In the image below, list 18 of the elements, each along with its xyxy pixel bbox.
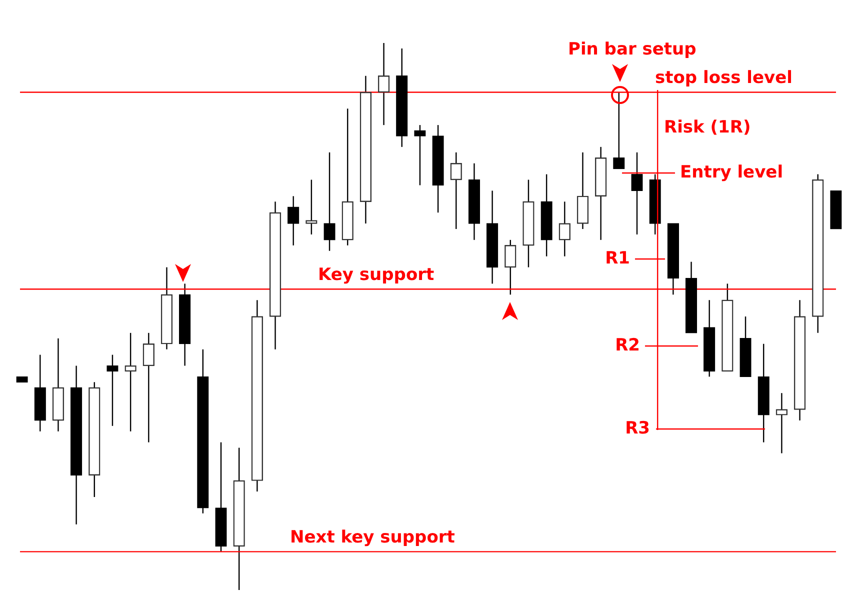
ref-line-label: Next key support bbox=[290, 528, 455, 548]
ref-line-label: Key support bbox=[318, 265, 434, 286]
annotation: Pin bar setup bbox=[568, 39, 696, 60]
candlestick bbox=[142, 332, 154, 443]
candlestick bbox=[776, 392, 788, 454]
candlestick bbox=[613, 92, 625, 170]
candlestick bbox=[124, 332, 136, 432]
candlestick bbox=[324, 152, 336, 252]
candlestick bbox=[631, 152, 643, 236]
annotation: Risk (1R) bbox=[664, 117, 751, 138]
ref-line-label: stop loss level bbox=[655, 68, 792, 88]
annotation: Entry level bbox=[680, 162, 784, 182]
annotation: R2 bbox=[615, 335, 640, 356]
candlestick bbox=[504, 239, 516, 296]
candlestick bbox=[106, 354, 118, 426]
candlestick bbox=[414, 124, 426, 186]
annotation: R1 bbox=[605, 248, 630, 268]
annotation: R3 bbox=[625, 418, 650, 438]
